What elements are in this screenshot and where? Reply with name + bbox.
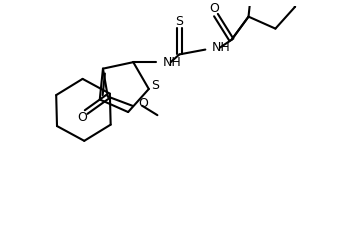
Text: S: S — [152, 79, 159, 92]
Text: O: O — [138, 98, 148, 110]
Text: O: O — [77, 111, 87, 124]
Text: NH: NH — [163, 56, 182, 69]
Text: S: S — [175, 15, 183, 28]
Text: O: O — [209, 2, 219, 15]
Text: NH: NH — [212, 41, 231, 54]
